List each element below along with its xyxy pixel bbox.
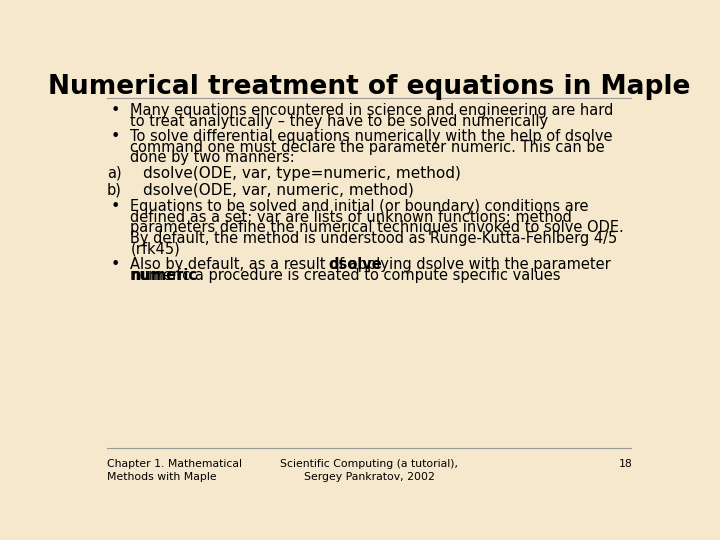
Text: dsolve(ODE, var, type=numeric, method): dsolve(ODE, var, type=numeric, method) — [143, 166, 461, 181]
Text: dsolve(ODE, var, numeric, method): dsolve(ODE, var, numeric, method) — [143, 183, 413, 198]
Text: Many equations encountered in science and engineering are hard: Many equations encountered in science an… — [130, 103, 613, 118]
Text: a): a) — [107, 166, 122, 181]
Text: •: • — [110, 103, 120, 118]
Text: Equations to be solved and initial (or boundary) conditions are: Equations to be solved and initial (or b… — [130, 199, 589, 214]
Text: 18: 18 — [618, 459, 632, 469]
Text: By default, the method is understood as Runge-Kutta-Fehlberg 4/5: By default, the method is understood as … — [130, 231, 618, 246]
Text: done by two manners:: done by two manners: — [130, 151, 295, 165]
Text: •: • — [110, 257, 120, 272]
Text: dsolve: dsolve — [329, 257, 382, 272]
Text: Also by default, as a result of applying dsolve with the parameter: Also by default, as a result of applying… — [130, 257, 611, 272]
Text: to treat analytically – they have to be solved numerically: to treat analytically – they have to be … — [130, 114, 549, 129]
Text: To solve differential equations numerically with the help of dsolve: To solve differential equations numerica… — [130, 129, 613, 144]
Text: Scientific Computing (a tutorial),
Sergey Pankratov, 2002: Scientific Computing (a tutorial), Serge… — [280, 459, 458, 482]
Text: defined as a set; var are lists of unknown functions; method: defined as a set; var are lists of unkno… — [130, 210, 572, 225]
Text: parameters define the numerical techniques invoked to solve ODE.: parameters define the numerical techniqu… — [130, 220, 624, 235]
Text: (rfk45): (rfk45) — [130, 242, 180, 256]
Text: •: • — [110, 199, 120, 214]
Text: •: • — [110, 129, 120, 144]
Text: numeric: numeric — [130, 268, 197, 282]
Text: Numerical treatment of equations in Maple: Numerical treatment of equations in Mapl… — [48, 74, 690, 100]
Text: command one must declare the parameter numeric. This can be: command one must declare the parameter n… — [130, 140, 605, 155]
Text: numeric a procedure is created to compute specific values: numeric a procedure is created to comput… — [130, 268, 561, 282]
Text: b): b) — [107, 183, 122, 198]
Text: Chapter 1. Mathematical
Methods with Maple: Chapter 1. Mathematical Methods with Map… — [107, 459, 242, 482]
